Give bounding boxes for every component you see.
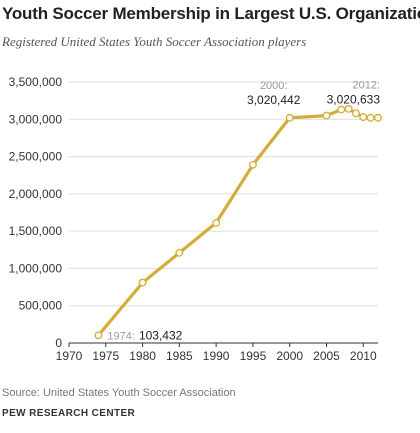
annotation-1974-year: 1974: (107, 330, 135, 342)
x-tick-label-8: 2010 (350, 349, 377, 363)
data-point-2007 (337, 105, 346, 114)
annotation-2012-value: 3,020,633 (327, 93, 381, 107)
data-point-2010 (359, 113, 368, 121)
x-tick-label-2: 1980 (129, 349, 156, 363)
data-points (94, 104, 382, 340)
y-tick-label-1: 500,000 (19, 299, 63, 313)
series-line-0 (96, 107, 380, 337)
x-tick-label-4: 1990 (203, 349, 230, 363)
y-tick-label-6: 3,000,000 (9, 112, 63, 126)
data-point-2000 (285, 113, 294, 122)
data-point-1985 (175, 248, 184, 257)
x-tick-label-3: 1985 (166, 349, 193, 363)
data-point-2005 (322, 111, 331, 120)
data-point-1980 (138, 278, 147, 287)
chart-title: Youth Soccer Membership in Largest U.S. … (2, 4, 420, 23)
data-point-1974 (94, 331, 103, 340)
data-point-2009 (351, 109, 360, 118)
y-tick-label-7: 3,500,000 (9, 75, 63, 89)
y-tick-label-4: 2,000,000 (9, 187, 63, 201)
annotation-2000-value: 3,020,442 (247, 93, 301, 107)
annotations: 1974: 103,432 2000: 3,020,442 2012: 3,02… (107, 80, 380, 343)
data-point-2008 (344, 104, 353, 113)
series-line-layer (96, 107, 380, 337)
annotation-2000-year: 2000: (260, 80, 288, 92)
x-tick-label-6: 2000 (276, 349, 303, 363)
data-point-2011 (366, 113, 375, 122)
x-tick-label-7: 2005 (313, 349, 340, 363)
annotation-1974-value: 103,432 (139, 328, 183, 342)
x-tick-label-0: 1970 (56, 349, 83, 363)
annotation-2012-year: 2012: (352, 80, 380, 92)
x-tick-label-1: 1975 (92, 349, 119, 363)
gridlines (69, 81, 378, 307)
y-tick-label-3: 1,500,000 (9, 224, 63, 238)
y-tick-label-2: 1,000,000 (9, 261, 63, 275)
y-tick-label-0: 0 (55, 336, 62, 350)
data-point-1995 (248, 160, 257, 169)
data-point-1990 (212, 218, 221, 227)
axes: 0 500,000 1,000,000 1,500,000 2,000,000 2,500… (9, 75, 378, 363)
source-note: Source: United States Youth Soccer Assoc… (2, 387, 236, 399)
x-tick-label-5: 1995 (240, 349, 267, 363)
line-chart: 0 500,000 1,000,000 1,500,000 2,000,000 2,500… (9, 75, 382, 363)
y-tick-label-5: 2,500,000 (9, 150, 63, 164)
credit-line: PEW RESEARCH CENTER (2, 408, 136, 419)
data-point-2012 (374, 113, 382, 122)
chart-subtitle: Registered United States Youth Soccer As… (2, 34, 307, 49)
